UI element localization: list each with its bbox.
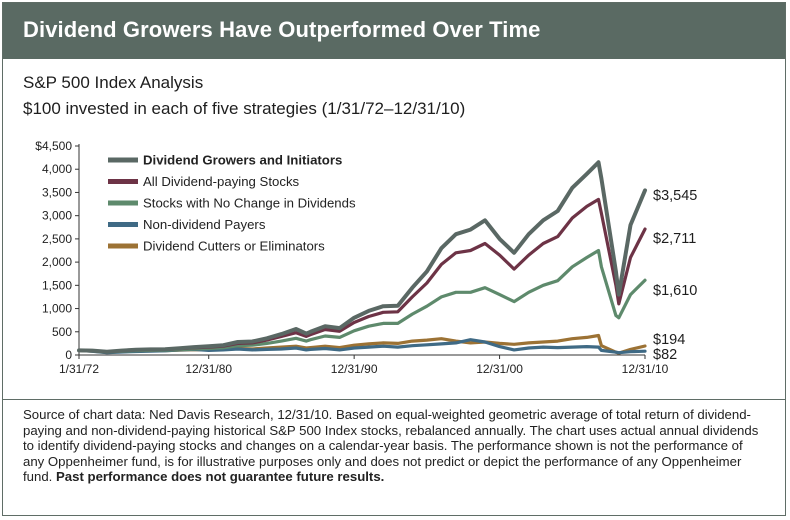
x-tick-label: 12/31/00 (476, 362, 523, 376)
y-tick-label: 3,500 (42, 185, 72, 199)
end-label-2: $2,711 (653, 231, 696, 247)
y-tick-label: 2,500 (42, 232, 72, 246)
y-tick-label: 500 (52, 325, 72, 339)
x-tick-label: 12/31/80 (185, 362, 232, 376)
subtitle-investment: $100 invested in each of five strategies… (23, 99, 466, 118)
series-line-3 (77, 248, 647, 354)
y-tick-label: 1,000 (42, 302, 72, 316)
line-chart: 0 500 1,000 1,500 2,000 2,500 3,000 3,500 4,000 $… (35, 139, 697, 376)
y-tick-label: 4,000 (42, 162, 72, 176)
legend-label: All Dividend-paying Stocks (143, 174, 300, 189)
legend-label: Dividend Growers and Initiators (143, 153, 342, 168)
end-label-3: $1,610 (653, 283, 697, 299)
y-tick-label: 0 (65, 348, 72, 362)
divider (3, 399, 785, 400)
x-tick-label: 12/31/90 (331, 362, 378, 376)
legend-label: Non-dividend Payers (143, 217, 266, 232)
x-tick-label: 12/31/10 (622, 362, 669, 376)
source-text: Source of chart data: Ned Davis Research… (23, 407, 759, 484)
y-tick-label: 1,500 (42, 278, 72, 292)
y-tick-label: 3,000 (42, 209, 72, 223)
end-label-4: $82 (653, 347, 677, 363)
y-tick-label: $4,500 (35, 139, 72, 153)
series-line-1 (77, 160, 647, 354)
disclaimer-bold: Past performance does not guarantee futu… (56, 469, 385, 484)
chart-title: Dividend Growers Have Outperformed Over … (23, 17, 541, 42)
end-label-5: $194 (653, 332, 685, 348)
title-bar: Dividend Growers Have Outperformed Over … (3, 3, 785, 59)
subtitle-index: S&P 500 Index Analysis (23, 73, 204, 92)
x-tick-label: 1/31/72 (59, 362, 99, 376)
end-label-1: $3,545 (653, 188, 697, 204)
source-note: Source of chart data: Ned Davis Research… (23, 407, 767, 485)
legend-label: Stocks with No Change in Dividends (143, 196, 356, 211)
legend-label: Dividend Cutters or Eliminators (143, 239, 325, 254)
y-tick-label: 2,000 (42, 255, 72, 269)
